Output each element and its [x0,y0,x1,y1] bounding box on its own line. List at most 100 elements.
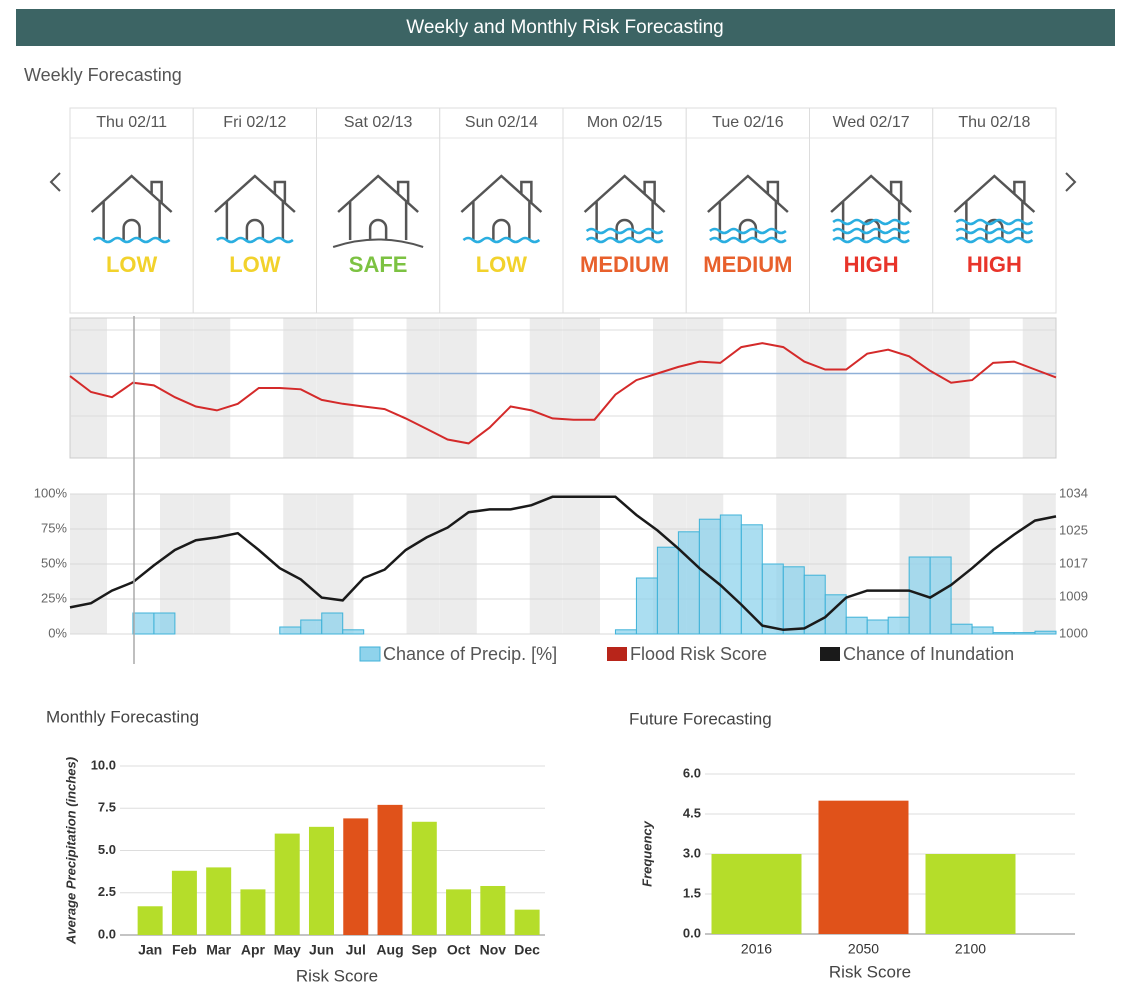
day-date: Sat 02/13 [344,114,413,131]
x-axis-label: Risk Score [296,966,378,985]
water-wave [462,236,541,244]
risk-level: LOW [476,252,528,277]
y-tick-label: 4.5 [683,805,701,820]
precip-step [677,531,700,635]
day-date: Fri 02/12 [223,114,286,131]
precip-step [132,612,155,635]
y-tick-label: 75% [41,520,67,535]
day-card [192,107,317,314]
y-tick-label: 6.0 [683,765,701,780]
section-title: Weekly Forecasting [24,65,182,85]
house-icon [953,174,1036,244]
prev-arrow[interactable] [49,172,61,192]
precip-step [971,626,994,635]
y-tick-label: 0.0 [98,926,116,941]
y-tick-label: 50% [41,555,67,570]
day-date: Mon 02/15 [587,114,663,131]
house-icon [460,174,543,244]
water-wave [955,227,1034,235]
bar [171,870,197,935]
house [583,174,666,240]
y-tick-label: 100% [34,485,68,500]
precip-step [719,514,742,635]
y-tick-label: 0.0 [683,925,701,940]
water-wave [832,218,910,226]
night-band [406,318,440,458]
bar [206,867,232,935]
y-tick-label: 5.0 [98,842,116,857]
x-tick-label: Mar [206,942,231,958]
y-tick-label: 25% [41,590,67,605]
precip-step [740,524,763,635]
house-icon [830,174,912,244]
precip-step [824,594,847,635]
house-icon [214,174,296,244]
precip-step [761,563,784,635]
y-tick-label: 7.5 [98,800,116,815]
y-tick-label: 1.5 [683,885,701,900]
day-card [685,107,810,314]
y-tick-label: 10.0 [91,757,116,772]
y2-tick-label: 1017 [1059,555,1088,570]
water-wave [955,218,1034,226]
y-axis-label: Average Precipitation (inches) [63,757,78,945]
night-band [316,318,354,458]
night-band [686,318,724,458]
y-axis-label: Frequency [639,820,654,887]
precip-step [845,616,868,635]
precip-step [342,629,365,635]
risk-level: MEDIUM [580,252,669,277]
y-tick-label: 0% [48,625,67,640]
night-band [439,318,477,458]
house [707,174,789,240]
water-wave [709,227,787,235]
panel-frame [69,317,1057,459]
precip-step [992,632,1015,635]
night-band [160,318,193,458]
house-icon [90,174,173,244]
precip-step [803,574,826,635]
next-arrow[interactable] [1065,172,1077,192]
risk-level: HIGH [844,252,899,277]
precip-step [929,556,952,635]
legend-swatch [820,647,840,661]
x-tick-label: Nov [480,942,507,958]
bar [274,833,300,935]
bar [711,854,802,934]
house-icon [583,174,666,244]
bar [137,906,163,935]
night-band [776,318,810,458]
legend-label: Flood Risk Score [630,644,767,664]
water-wave [92,236,171,244]
bar [480,885,506,935]
day-date: Wed 02/17 [833,114,910,131]
precip-step [866,619,889,635]
night-band [529,318,563,458]
water-wave [585,227,664,235]
precip-step [300,619,323,635]
risk-level: LOW [229,252,281,277]
precip-step [656,546,679,635]
precip-step [887,616,910,635]
night-band [899,318,933,458]
day-card [316,107,441,314]
y2-tick-label: 1009 [1059,588,1088,603]
night-band [653,318,686,458]
x-tick-label: 2050 [848,941,879,957]
x-tick-label: 2016 [741,941,772,957]
y2-tick-label: 1025 [1059,522,1088,537]
x-tick-label: Jan [138,942,162,958]
precip-step [1013,632,1036,635]
water-wave [955,236,1034,244]
house [90,174,173,240]
day-card [809,107,934,314]
risk-level: HIGH [967,252,1022,277]
day-card [932,107,1057,314]
water-wave [709,236,787,244]
header-bar [16,9,1115,46]
night-band [563,318,600,458]
x-tick-label: Dec [514,942,540,958]
x-tick-label: Apr [241,942,266,958]
x-tick-label: Jun [309,942,334,958]
